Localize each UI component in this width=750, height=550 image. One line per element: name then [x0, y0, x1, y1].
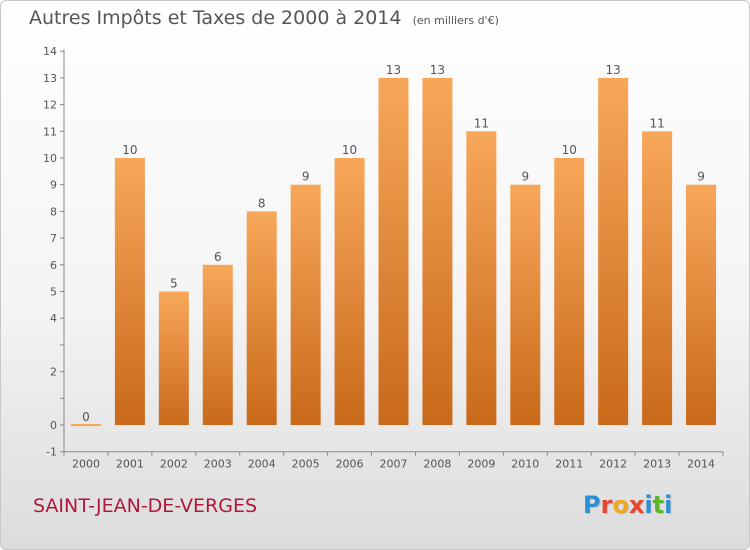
y-tick-label: 11: [43, 125, 57, 138]
bar: [290, 184, 321, 425]
data-label: 11: [649, 116, 664, 130]
x-tick-label: 2006: [336, 458, 364, 471]
y-tick-label: 14: [43, 45, 57, 58]
logo-letter: r: [600, 491, 613, 519]
place-name: SAINT-JEAN-DE-VERGES: [33, 495, 258, 517]
data-label: 10: [562, 143, 577, 157]
data-label: 9: [697, 170, 705, 184]
x-tick-label: 2010: [511, 458, 539, 471]
bar: [686, 184, 717, 425]
data-label: 13: [386, 63, 401, 77]
x-tick-label: 2005: [292, 458, 320, 471]
data-label: 5: [170, 277, 178, 291]
y-tick-label: 9: [50, 179, 57, 192]
bar: [378, 77, 409, 426]
data-label: 10: [122, 143, 137, 157]
y-tick-label: 2: [50, 366, 57, 379]
bar: [466, 131, 497, 426]
x-tick-label: 2013: [643, 458, 671, 471]
logo-letter: i: [664, 491, 673, 519]
logo-letter: t: [652, 491, 665, 519]
x-tick-label: 2009: [467, 458, 495, 471]
y-tick-label: -1: [46, 446, 57, 459]
data-label: 9: [302, 170, 310, 184]
title-block: Autres Impôts et Taxes de 2000 à 2014 (e…: [29, 7, 499, 29]
proxiti-logo[interactable]: Proxiti: [583, 491, 672, 519]
bar: [202, 264, 233, 425]
y-tick-label: 4: [50, 312, 57, 325]
x-tick-label: 2004: [248, 458, 276, 471]
data-label: 13: [430, 63, 445, 77]
x-tick-label: 2003: [204, 458, 232, 471]
chart-title: Autres Impôts et Taxes de 2000 à 2014: [29, 7, 402, 29]
logo-letter: x: [628, 491, 645, 519]
x-tick-label: 2007: [380, 458, 408, 471]
y-tick-label: 0: [50, 419, 57, 432]
y-tick-label: 8: [50, 205, 57, 218]
x-tick-label: 2014: [687, 458, 715, 471]
y-tick-label: 6: [50, 259, 57, 272]
bar: [598, 77, 629, 426]
x-tick-label: 2002: [160, 458, 188, 471]
chart-subtitle: (en milliers d'€): [412, 14, 499, 27]
x-tick-label: 2000: [72, 458, 100, 471]
bar: [510, 184, 541, 425]
data-label: 11: [474, 116, 489, 130]
data-label: 6: [214, 250, 222, 264]
bar: [422, 77, 453, 426]
y-tick-label: 5: [50, 286, 57, 299]
x-tick-label: 2011: [555, 458, 583, 471]
logo-letter: i: [644, 491, 653, 519]
y-tick-label: 13: [43, 72, 57, 85]
logo-letter: o: [612, 491, 629, 519]
logo-letter: P: [583, 491, 601, 519]
data-label: 10: [342, 143, 357, 157]
x-tick-label: 2008: [423, 458, 451, 471]
data-label: 8: [258, 196, 266, 210]
bar: [246, 211, 277, 425]
bar: [334, 158, 365, 425]
data-label: 9: [521, 170, 529, 184]
bar: [642, 131, 673, 426]
x-tick-label: 2012: [599, 458, 627, 471]
x-tick-label: 2001: [116, 458, 144, 471]
data-label: 13: [606, 63, 621, 77]
bar: [114, 158, 145, 425]
data-label: 0: [82, 410, 90, 424]
y-tick-label: 7: [50, 232, 57, 245]
bar: [70, 424, 101, 426]
bar: [158, 291, 189, 425]
y-tick-label: 10: [43, 152, 57, 165]
y-tick-label: 12: [43, 99, 57, 112]
bar: [554, 158, 585, 425]
